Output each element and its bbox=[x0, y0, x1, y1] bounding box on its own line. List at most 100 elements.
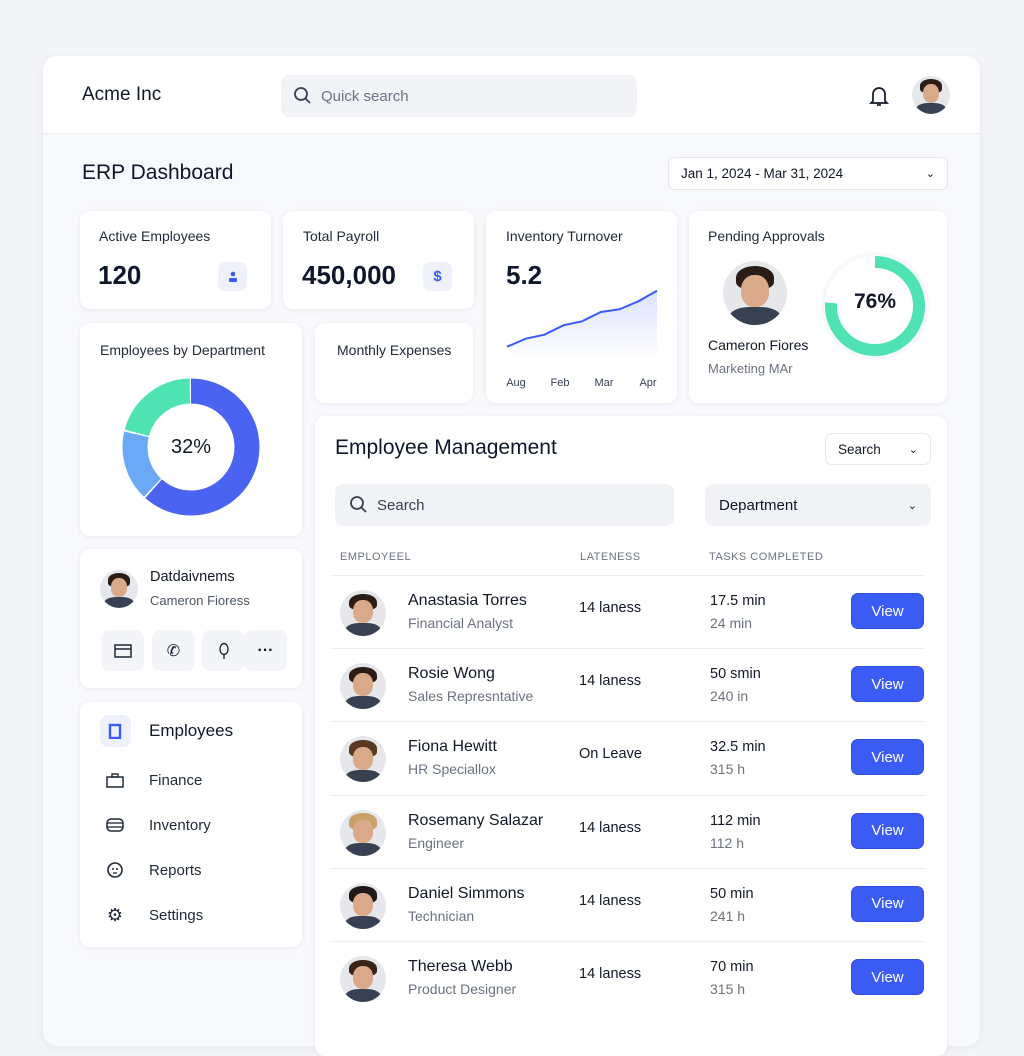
top-search-select[interactable]: Search ⌄ bbox=[825, 433, 931, 465]
donut-slice bbox=[122, 378, 260, 516]
search-placeholder: Search bbox=[377, 496, 425, 514]
bell-icon[interactable] bbox=[868, 84, 890, 108]
employee-avatar bbox=[340, 956, 386, 1002]
phone-icon[interactable]: ✆ bbox=[152, 630, 195, 671]
quick-search-input[interactable]: Quick search bbox=[281, 75, 637, 117]
kpi-value: 5.2 bbox=[506, 260, 543, 290]
pin-icon[interactable] bbox=[202, 630, 245, 671]
employee-lateness: 14 laness bbox=[579, 966, 642, 982]
pending-avatar bbox=[723, 261, 787, 325]
tasks-primary: 50 smin bbox=[710, 666, 761, 683]
profile-title: Datdaivnems bbox=[150, 569, 235, 585]
search-icon bbox=[350, 496, 367, 513]
tasks-secondary: 24 min bbox=[710, 615, 753, 631]
employee-search-input[interactable]: Search bbox=[335, 484, 674, 526]
row-divider bbox=[330, 941, 925, 942]
employee-lateness: On Leave bbox=[579, 746, 642, 763]
kpi-label: Inventory Turnover bbox=[506, 228, 623, 244]
department-select[interactable]: Department ⌄ bbox=[705, 484, 931, 526]
sidebar-item-label: Reports bbox=[149, 861, 202, 879]
view-button[interactable]: View bbox=[851, 666, 924, 703]
employee-name: Anastasia Torres bbox=[408, 592, 527, 609]
column-header-lateness: LATENESS bbox=[580, 551, 641, 563]
employee-role: Engineer bbox=[408, 834, 465, 851]
tasks-primary: 32.5 min bbox=[710, 739, 766, 756]
database-icon bbox=[104, 814, 126, 836]
search-icon bbox=[294, 87, 311, 104]
user-avatar[interactable] bbox=[912, 76, 950, 114]
select-value: Search bbox=[838, 441, 881, 457]
tasks-primary: 50 min bbox=[710, 885, 754, 902]
tasks-secondary: 315 h bbox=[710, 761, 746, 778]
chevron-down-icon: ⌄ bbox=[908, 443, 918, 456]
donut-center-label: 32% bbox=[170, 436, 212, 458]
pending-role: Marketing MAr bbox=[708, 361, 793, 376]
sidebar-item-label: Employees bbox=[149, 721, 234, 740]
tasks-primary: 112 min bbox=[710, 812, 761, 829]
tasks-secondary: 240 in bbox=[710, 688, 749, 705]
x-tick-label: Mar bbox=[595, 377, 614, 389]
card-icon[interactable] bbox=[101, 630, 144, 671]
inventory-area bbox=[507, 290, 657, 360]
profile-avatar bbox=[100, 570, 138, 608]
employee-lateness: 14 laness bbox=[579, 600, 642, 616]
employee-name: Rosemany Salazar bbox=[408, 811, 544, 829]
inventory-line-chart: Aug Feb Mar Apr bbox=[506, 289, 658, 389]
pending-percent: 76% bbox=[853, 290, 897, 313]
sidebar-item-inventory[interactable]: Inventory bbox=[104, 814, 211, 836]
sidebar-item-finance[interactable]: Finance bbox=[104, 769, 202, 791]
tasks-secondary: 315 h bbox=[710, 981, 746, 997]
reports-icon bbox=[104, 859, 126, 881]
sidebar-item-label: Settings bbox=[149, 906, 204, 924]
tasks-primary: 17.5 min bbox=[710, 593, 766, 609]
x-tick-label: Feb bbox=[551, 377, 570, 389]
department-donut-chart bbox=[122, 378, 260, 516]
brand-name: Acme Inc bbox=[82, 84, 162, 105]
kpi-active-employees bbox=[80, 211, 271, 309]
pending-progress-ring bbox=[821, 252, 929, 360]
kpi-label: Total Payroll bbox=[303, 228, 380, 244]
kpi-total-payroll bbox=[283, 211, 474, 309]
briefcase-icon bbox=[104, 769, 126, 791]
date-range-value: Jan 1, 2024 - Mar 31, 2024 bbox=[681, 166, 844, 181]
view-button[interactable]: View bbox=[851, 593, 924, 629]
kpi-value: 120 bbox=[98, 260, 142, 290]
view-button[interactable]: View bbox=[851, 812, 924, 849]
inventory-line bbox=[506, 289, 658, 348]
dollar-icon: $ bbox=[423, 262, 452, 291]
employee-lateness: 14 laness bbox=[579, 892, 642, 909]
employee-role: Financial Analyst bbox=[408, 615, 514, 631]
chevron-down-icon: ⌄ bbox=[925, 168, 935, 180]
quick-search-placeholder: Quick search bbox=[321, 87, 409, 105]
employee-name: Rosie Wong bbox=[408, 665, 495, 683]
sidebar-item-settings[interactable]: ⚙ Settings bbox=[104, 904, 203, 926]
x-tick-label: Aug bbox=[506, 377, 526, 389]
column-header-tasks: TASKS COMPLETED bbox=[709, 551, 824, 563]
row-divider bbox=[330, 794, 925, 796]
user-icon bbox=[218, 262, 247, 291]
tasks-secondary: 112 h bbox=[710, 834, 744, 851]
employee-lateness: 14 laness bbox=[579, 819, 642, 836]
row-divider bbox=[330, 648, 925, 650]
pending-name: Cameron Fiores bbox=[708, 337, 809, 353]
date-range-select[interactable]: Jan 1, 2024 - Mar 31, 2024 ⌄ bbox=[668, 157, 948, 190]
sidebar-item-label: Inventory bbox=[149, 816, 211, 834]
view-button[interactable]: View bbox=[851, 739, 924, 776]
sidebar-item-reports[interactable]: Reports bbox=[104, 859, 202, 881]
kpi-monthly-expenses bbox=[315, 323, 473, 403]
sidebar-item-employees[interactable]: Employees bbox=[104, 720, 233, 742]
employee-role: Technician bbox=[408, 907, 475, 924]
employee-avatar bbox=[340, 882, 386, 929]
page-title: ERP Dashboard bbox=[82, 161, 234, 184]
building-icon bbox=[104, 720, 126, 742]
view-button[interactable]: View bbox=[851, 885, 924, 922]
row-divider bbox=[330, 721, 925, 723]
view-button[interactable]: View bbox=[851, 959, 924, 995]
employee-name: Daniel Simmons bbox=[408, 884, 525, 902]
employee-role: Sales Represntative bbox=[408, 688, 534, 705]
employee-role: Product Designer bbox=[408, 981, 517, 997]
kpi-label: Monthly Expenses bbox=[337, 342, 452, 358]
employee-role: HR Speciallox bbox=[408, 761, 496, 778]
kpi-value: 450,000 bbox=[302, 260, 396, 290]
more-icon[interactable]: ··· bbox=[244, 630, 287, 671]
